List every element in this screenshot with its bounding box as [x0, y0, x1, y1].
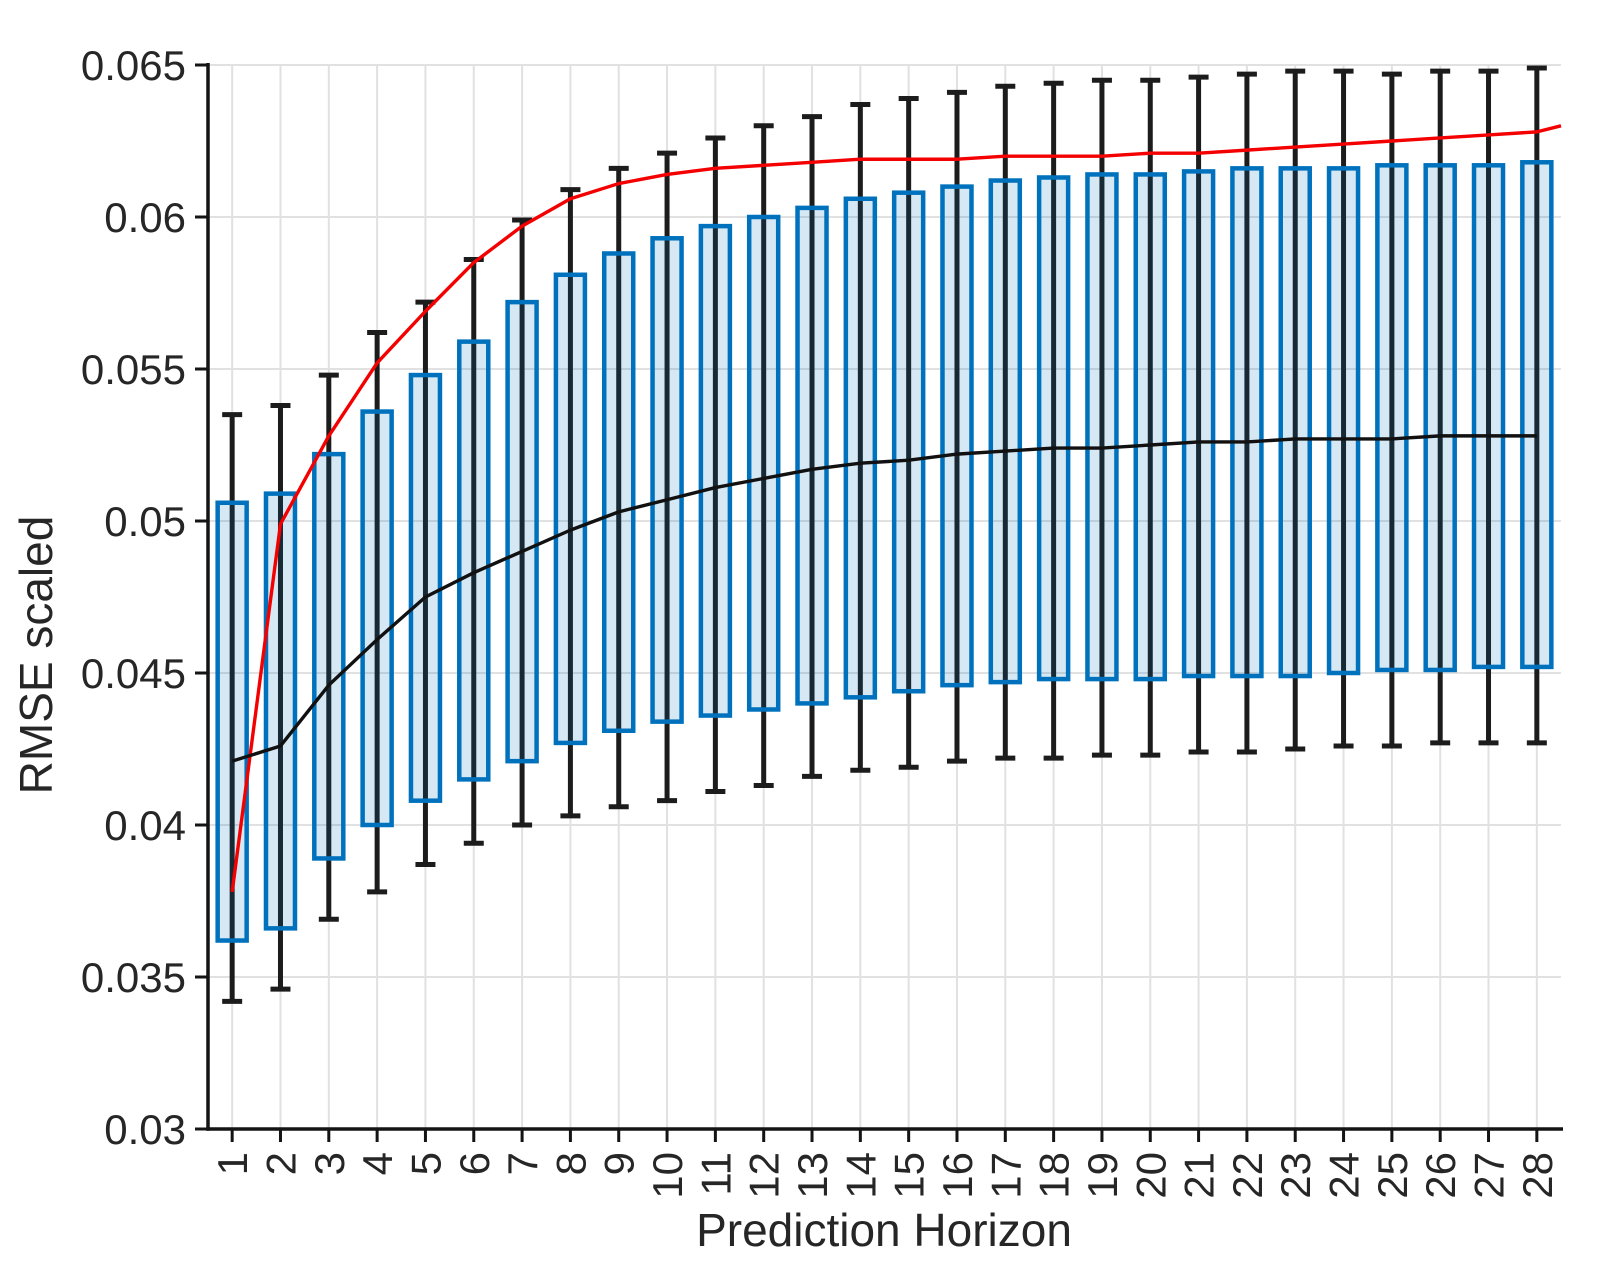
- y-tick-label: 0.06: [104, 194, 186, 241]
- box-rect: [1326, 166, 1361, 676]
- box-rect: [360, 409, 394, 828]
- trend-lines: [230, 124, 1562, 893]
- box-rect: [1230, 166, 1264, 679]
- x-tick-label: 22: [1224, 1152, 1271, 1199]
- whiskers: [229, 68, 1540, 1002]
- x-tick-label: 13: [789, 1152, 836, 1199]
- y-tick-label: 0.045: [81, 650, 186, 697]
- box-rect: [843, 196, 878, 700]
- whisker-caps: [222, 65, 1547, 1004]
- box-rect: [795, 205, 829, 706]
- x-tick-label: 9: [596, 1152, 643, 1175]
- box-rect: [457, 339, 491, 782]
- box-rect: [1471, 163, 1506, 670]
- box-rect: [1423, 163, 1457, 673]
- box-rect: [940, 184, 974, 688]
- box-rect: [891, 190, 926, 694]
- box-rect: [312, 451, 346, 861]
- x-tick-label: 24: [1321, 1152, 1368, 1199]
- box-rect: [553, 272, 588, 746]
- x-tick-label: 6: [451, 1152, 498, 1175]
- x-tick-label: 12: [741, 1152, 788, 1199]
- box-rect: [988, 178, 1023, 685]
- x-tick-label: 23: [1272, 1152, 1319, 1199]
- x-tick-label: 21: [1176, 1152, 1223, 1199]
- mean-trend-line: [231, 434, 1537, 763]
- x-tick-label: 7: [499, 1152, 546, 1175]
- x-axis-label: Prediction Horizon: [696, 1204, 1072, 1256]
- y-tick-label: 0.04: [104, 802, 186, 849]
- boxes: [215, 160, 1554, 943]
- box-rect: [1133, 172, 1168, 682]
- upper-trend-line: [230, 124, 1562, 893]
- box-rect: [1375, 163, 1409, 673]
- x-tick-label: 4: [354, 1152, 401, 1175]
- y-axis-label: RMSE scaled: [10, 516, 62, 795]
- x-tick-label: 18: [1031, 1152, 1078, 1199]
- x-tick-label: 5: [402, 1152, 449, 1175]
- box-rect: [698, 223, 733, 718]
- x-tick-label: 3: [306, 1152, 353, 1175]
- y-tick-label: 0.03: [104, 1106, 186, 1153]
- x-tick-label: 1: [209, 1152, 256, 1175]
- box-rect: [601, 251, 636, 734]
- x-tick-label: 2: [257, 1152, 304, 1175]
- box-rect: [746, 214, 781, 712]
- x-tick-label: 14: [837, 1152, 884, 1199]
- x-tick-label: 16: [934, 1152, 981, 1199]
- x-tick-label: 25: [1369, 1152, 1416, 1199]
- x-tick-label: 15: [886, 1152, 933, 1199]
- x-tick-label: 17: [982, 1152, 1029, 1199]
- axes-spines: [195, 63, 1563, 1142]
- box-rect: [1278, 166, 1312, 679]
- x-tick-label: 11: [692, 1152, 739, 1196]
- y-tick-label: 0.055: [81, 346, 186, 393]
- x-tick-label: 8: [547, 1152, 594, 1175]
- x-tick-label: 28: [1514, 1152, 1561, 1199]
- x-tick-label: 20: [1127, 1152, 1174, 1199]
- box-rect: [1085, 172, 1119, 682]
- x-tick-label: 26: [1417, 1152, 1464, 1199]
- box-rect: [215, 500, 249, 943]
- box-rect: [1036, 175, 1071, 682]
- x-tick-label: 19: [1079, 1152, 1126, 1199]
- x-tick-label: 10: [644, 1152, 691, 1199]
- y-tick-label: 0.035: [81, 954, 186, 1001]
- y-tick-label: 0.05: [104, 498, 186, 545]
- y-tick-label: 0.065: [81, 42, 186, 89]
- box-rect: [1520, 160, 1554, 670]
- box-rect: [650, 236, 684, 724]
- box-rect: [505, 299, 539, 764]
- x-tick-label: 27: [1466, 1152, 1513, 1199]
- box-rect: [263, 491, 298, 931]
- box-rect: [1181, 169, 1216, 679]
- box-rect: [408, 372, 443, 803]
